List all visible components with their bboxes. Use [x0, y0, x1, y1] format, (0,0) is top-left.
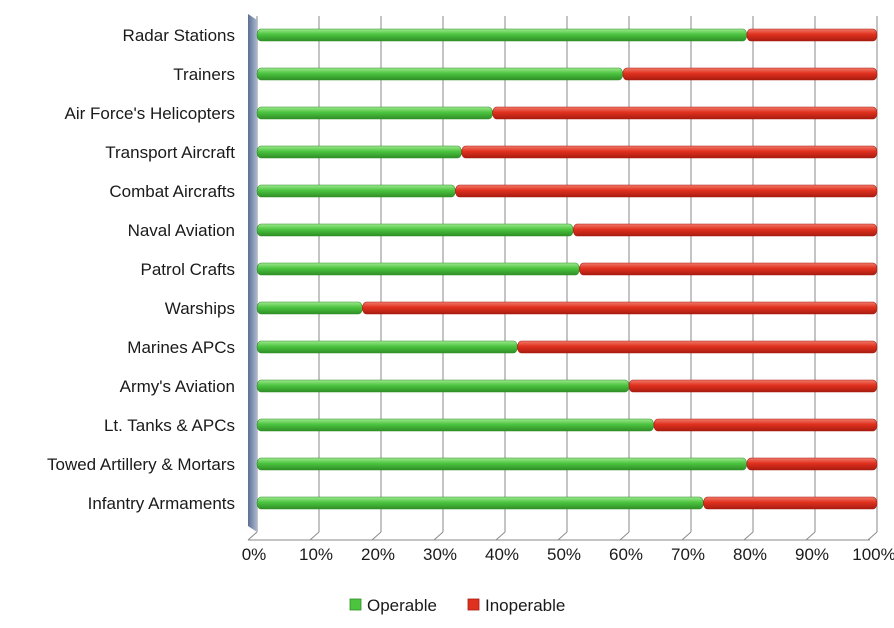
gridline-floor	[495, 531, 506, 541]
category-label: Trainers	[173, 65, 235, 84]
category-label: Marines APCs	[127, 338, 235, 357]
x-tick-label: 30%	[423, 545, 457, 564]
legend-label-inoperable: Inoperable	[485, 596, 565, 615]
axis-layer	[248, 14, 870, 541]
bar-inoperable	[622, 67, 878, 81]
bar-operable	[256, 223, 574, 237]
bar-operable	[256, 184, 456, 198]
gridline-floor	[371, 531, 382, 541]
x-tick-label: 20%	[361, 545, 395, 564]
category-label: Transport Aircraft	[105, 143, 235, 162]
category-label: Air Force's Helicopters	[65, 104, 235, 123]
category-label: Warships	[165, 299, 235, 318]
category-label: Army's Aviation	[120, 377, 235, 396]
x-tick-label: 100%	[852, 545, 894, 564]
gridline-floor	[681, 531, 692, 541]
x-tick-label: 70%	[671, 545, 705, 564]
labels-layer: 0% 10% 20% 30% 40% 50% 60% 70% 80% 90% 100% Radar S…	[47, 26, 894, 564]
legend-label-operable: Operable	[367, 596, 437, 615]
bar-inoperable	[628, 379, 878, 393]
bar-operable	[256, 67, 624, 81]
bar-operable	[256, 28, 748, 42]
gridline-floor	[309, 531, 320, 541]
bar-inoperable	[492, 106, 878, 120]
x-tick-label: 60%	[609, 545, 643, 564]
bar-inoperable	[703, 496, 878, 510]
bar-operable	[256, 106, 493, 120]
bar-inoperable	[572, 223, 878, 237]
legend: Operable Inoperable	[349, 596, 565, 615]
bar-operable	[256, 457, 748, 471]
x-tick-label: 40%	[485, 545, 519, 564]
axis-wall	[248, 14, 257, 532]
category-label: Towed Artillery & Mortars	[47, 455, 235, 474]
bar-inoperable	[461, 145, 878, 159]
bar-operable	[256, 496, 704, 510]
category-label: Naval Aviation	[128, 221, 235, 240]
gridline-floor	[805, 531, 816, 541]
bar-operable	[256, 262, 580, 276]
x-tick-label: 80%	[733, 545, 767, 564]
bar-inoperable	[579, 262, 878, 276]
bar-inoperable	[653, 418, 878, 432]
bars-layer	[256, 28, 878, 510]
bar-inoperable	[517, 340, 878, 354]
gridline-floor	[433, 531, 444, 541]
gridline-floor	[743, 531, 754, 541]
gridline-floor	[247, 531, 258, 541]
bar-inoperable	[746, 457, 878, 471]
legend-swatch-inoperable	[467, 598, 480, 611]
x-tick-label: 0%	[242, 545, 267, 564]
gridline-floor	[557, 531, 568, 541]
gridline-floor	[867, 531, 878, 541]
bar-operable	[256, 418, 655, 432]
x-tick-label: 50%	[547, 545, 581, 564]
category-label: Lt. Tanks & APCs	[104, 416, 235, 435]
bar-inoperable	[362, 301, 878, 315]
bar-operable	[256, 379, 630, 393]
category-label: Patrol Crafts	[141, 260, 235, 279]
bar-operable	[256, 340, 518, 354]
bar-inoperable	[455, 184, 878, 198]
bar-operable	[256, 145, 462, 159]
bar-inoperable	[746, 28, 878, 42]
category-label: Combat Aircrafts	[109, 182, 235, 201]
gridline-floor	[619, 531, 630, 541]
bar-operable	[256, 301, 363, 315]
x-tick-label: 10%	[299, 545, 333, 564]
category-label: Radar Stations	[123, 26, 235, 45]
category-label: Infantry Armaments	[88, 494, 235, 513]
legend-swatch-operable	[349, 598, 362, 611]
x-tick-label: 90%	[795, 545, 829, 564]
